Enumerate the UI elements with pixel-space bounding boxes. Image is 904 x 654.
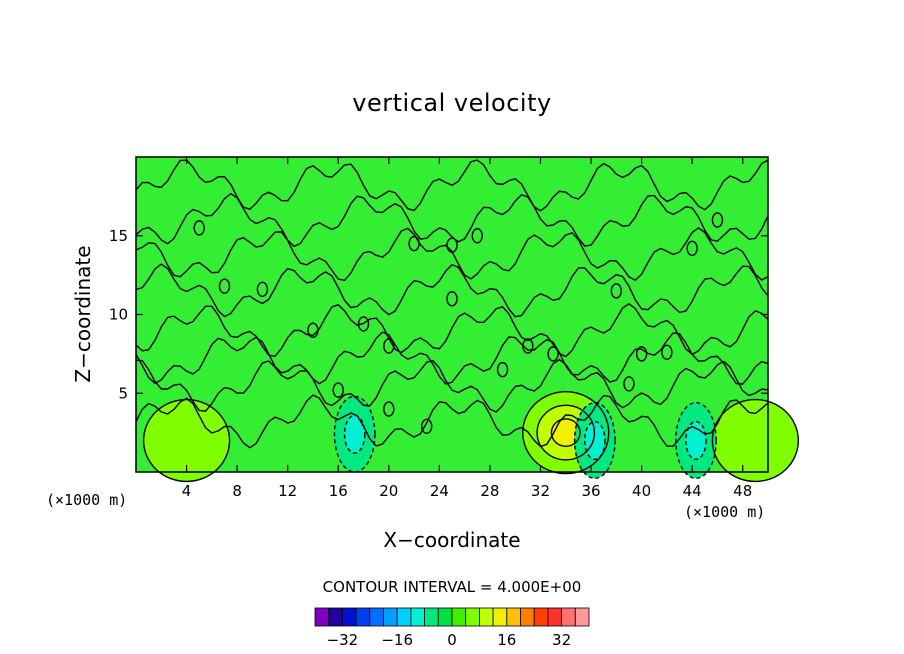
- colorbar-swatch: [369, 607, 384, 627]
- x-tick-label: 36: [581, 482, 600, 500]
- colorbar-swatch: [341, 607, 357, 627]
- contour-cell: [686, 240, 698, 257]
- colorbar-swatch: [547, 607, 563, 627]
- y-axis-label: Z−coordinate: [71, 245, 95, 382]
- colorbar-swatch: [437, 607, 453, 627]
- contour-cell: [496, 361, 509, 378]
- x-tick-label: 16: [329, 482, 348, 500]
- zero-contour-line: [135, 358, 769, 413]
- x-tick-label: 4: [182, 482, 192, 500]
- contour-cell: [421, 418, 433, 435]
- y-tick-label: 10: [109, 306, 128, 324]
- plot-area: [135, 156, 800, 483]
- colorbar-swatch: [451, 607, 467, 627]
- downdraft-region: [584, 421, 605, 460]
- x-axis-label: X−coordinate: [383, 528, 520, 552]
- colorbar-swatch: [492, 607, 508, 627]
- colorbar-swatch: [355, 607, 371, 627]
- updraft-region: [712, 399, 799, 482]
- contour-cell: [446, 237, 458, 253]
- contour-cell: [408, 235, 420, 252]
- colorbar-swatch: [561, 607, 576, 627]
- x-tick-label: 40: [632, 482, 651, 500]
- y-axis-ticks: 5 10 15: [109, 227, 768, 402]
- colorbar-swatch: [424, 607, 439, 627]
- contour-cell: [446, 291, 458, 307]
- zero-contour-line: [135, 394, 769, 449]
- contour-interval-note: CONTOUR INTERVAL = 4.000E+00: [323, 578, 582, 596]
- updraft-contour: [536, 404, 596, 461]
- updraft-contour: [550, 418, 581, 447]
- downdraft-contour: [573, 402, 616, 480]
- zero-contour-line: [135, 331, 769, 385]
- zero-contour-line: [135, 302, 769, 358]
- colorbar-swatch: [533, 607, 549, 627]
- colorbar-swatch: [314, 607, 330, 627]
- x-tick-label: 28: [480, 482, 499, 500]
- updraft-contour: [522, 390, 610, 475]
- contour-line-layer: [135, 159, 800, 483]
- x-tick-label: 20: [379, 482, 398, 500]
- contour-cell: [471, 228, 483, 244]
- contour-cell: [256, 281, 269, 297]
- downdraft-region: [344, 415, 365, 454]
- contour-cell: [635, 346, 648, 362]
- x-tick-label: 8: [232, 482, 242, 500]
- x-unit-left: (×1000 m): [46, 491, 127, 509]
- colorbar-tick-label: 32: [552, 631, 571, 649]
- downdraft-contour: [685, 420, 707, 461]
- updraft-contour: [711, 398, 800, 483]
- field-background: [136, 157, 768, 472]
- y-tick-label: 5: [118, 384, 128, 402]
- colorbar-swatch: [574, 607, 590, 627]
- colorbar-tick-label: 16: [497, 631, 516, 649]
- colorbar-tick-label: −32: [327, 631, 359, 649]
- colorbar-swatch: [383, 607, 398, 627]
- contour-cell: [383, 401, 395, 417]
- contour-fill-layer: [143, 391, 799, 482]
- downdraft-contour: [675, 402, 717, 480]
- contour-cell: [357, 316, 370, 332]
- contour-cell: [623, 376, 635, 392]
- contour-cell: [522, 338, 534, 354]
- colorbar-swatch: [520, 607, 535, 627]
- contour-cell: [332, 382, 344, 398]
- colorbar-swatch: [396, 607, 412, 627]
- colorbar-swatch: [506, 607, 521, 627]
- zero-contour-line: [135, 159, 769, 212]
- contour-cell: [661, 344, 673, 360]
- colorbar: −32 −16 0 16 32: [314, 607, 590, 649]
- x-unit-right: (×1000 m): [684, 503, 765, 521]
- x-tick-label: 24: [430, 482, 449, 500]
- contour-cell: [193, 220, 205, 236]
- colorbar-swatch: [410, 607, 425, 627]
- colorbar-swatch: [465, 607, 480, 627]
- y-tick-label: 15: [109, 227, 128, 245]
- x-tick-label: 44: [683, 482, 702, 500]
- downdraft-contour: [343, 414, 366, 454]
- x-tick-label: 12: [278, 482, 297, 500]
- contour-cell: [307, 322, 319, 338]
- updraft-contour: [142, 398, 231, 483]
- updraft-region: [143, 399, 230, 482]
- colorbar-swatch: [328, 607, 343, 627]
- downdraft-contour: [333, 395, 376, 473]
- colorbar-tick-label: −16: [381, 631, 413, 649]
- contour-cell: [711, 212, 724, 228]
- colorbar-swatch: [478, 607, 494, 627]
- colorbar-tick-label: 0: [447, 631, 457, 649]
- zero-contour-line: [135, 263, 769, 318]
- x-tick-label: 32: [531, 482, 550, 500]
- contour-cell: [547, 346, 559, 362]
- contour-cell: [218, 278, 231, 294]
- x-tick-label: 48: [733, 482, 752, 500]
- x-axis-ticks: 4 8 12 16 20 24 28 32 36 40 44 48: [182, 157, 752, 500]
- contour-cell: [383, 338, 395, 354]
- chart-title: vertical velocity: [352, 89, 551, 117]
- downdraft-contour: [584, 420, 606, 461]
- updraft-region: [551, 418, 581, 447]
- contour-cell: [610, 283, 623, 299]
